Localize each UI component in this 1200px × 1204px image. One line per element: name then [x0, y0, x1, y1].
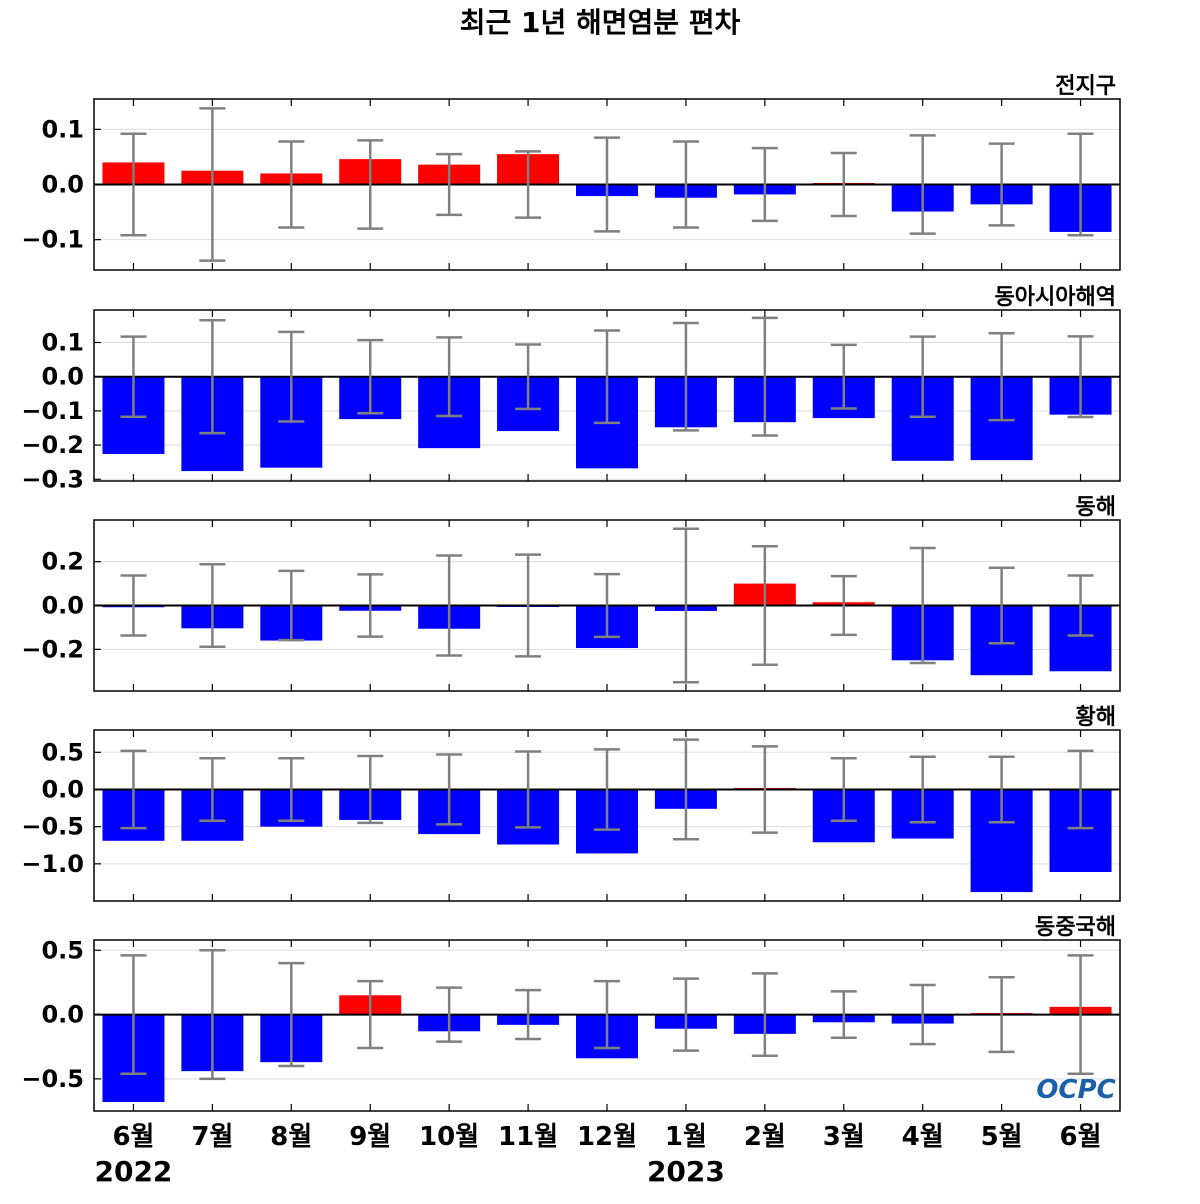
x-tick-label: 9월 — [349, 1122, 391, 1152]
x-tick-label: 5월 — [981, 1122, 1023, 1152]
x-tick-label: 12월 — [577, 1122, 637, 1152]
year-label: 2022 — [94, 1155, 172, 1188]
panel-label: 전지구 — [1055, 74, 1116, 99]
y-tick-label: −0.1 — [21, 397, 84, 425]
panel-4: −1.0 −0.5 0.0 0.5 황해 — [21, 705, 1121, 902]
x-tick-label: 8월 — [270, 1122, 312, 1152]
x-tick-label: 2월 — [744, 1122, 786, 1152]
y-tick-label: 0.0 — [41, 775, 84, 803]
panel-label: 황해 — [1076, 705, 1116, 730]
panel-label: 동중국해 — [1035, 915, 1116, 940]
year-label: 2023 — [647, 1155, 725, 1188]
panel-label: 동해 — [1076, 495, 1116, 520]
y-tick-label: 0.0 — [41, 171, 84, 199]
y-tick-label: −0.2 — [21, 431, 84, 459]
y-tick-label: −1.0 — [21, 850, 84, 878]
panel-1: −0.1 0.0 0.1 전지구 — [21, 74, 1121, 271]
y-tick-label: 0.0 — [41, 363, 84, 391]
x-tick-label: 3월 — [823, 1122, 865, 1152]
y-tick-label: 0.0 — [41, 1001, 84, 1029]
panel-5: −0.5 0.0 0.5 동중국해 — [21, 915, 1121, 1112]
y-tick-label: 0.2 — [41, 548, 84, 576]
x-tick-label: 6월 — [1060, 1122, 1102, 1152]
y-tick-label: −0.1 — [21, 226, 84, 254]
x-tick-label: 11월 — [498, 1122, 558, 1152]
y-tick-label: 0.1 — [41, 115, 84, 143]
y-tick-label: 0.5 — [41, 936, 84, 964]
x-tick-label: 1월 — [665, 1122, 707, 1152]
x-tick-label: 4월 — [902, 1122, 944, 1152]
panel-3: −0.2 0.0 0.2 동해 — [21, 495, 1121, 692]
y-tick-label: 0.1 — [41, 328, 84, 356]
chart-title: 최근 1년 해면염분 편차 — [460, 6, 741, 39]
y-tick-label: −0.2 — [21, 635, 84, 663]
panel-label: 동아시아해역 — [995, 285, 1116, 310]
y-tick-label: −0.5 — [21, 1065, 84, 1093]
panel-2: −0.3 −0.2 −0.1 0.0 0.1 동아시아해역 — [21, 285, 1121, 493]
ocpc-logo: OCPC — [1036, 1075, 1115, 1105]
x-tick-label: 6월 — [112, 1122, 154, 1152]
y-tick-label: 0.5 — [41, 738, 84, 766]
x-tick-label: 10월 — [419, 1122, 479, 1152]
y-tick-label: −0.3 — [21, 465, 84, 493]
panels: −0.10.00.1전지구−0.3−0.2−0.10.00.1동아시아해역−0.… — [21, 74, 1121, 1112]
y-tick-label: 0.0 — [41, 592, 84, 620]
y-tick-label: −0.5 — [21, 813, 84, 841]
x-tick-label: 7월 — [191, 1122, 233, 1152]
